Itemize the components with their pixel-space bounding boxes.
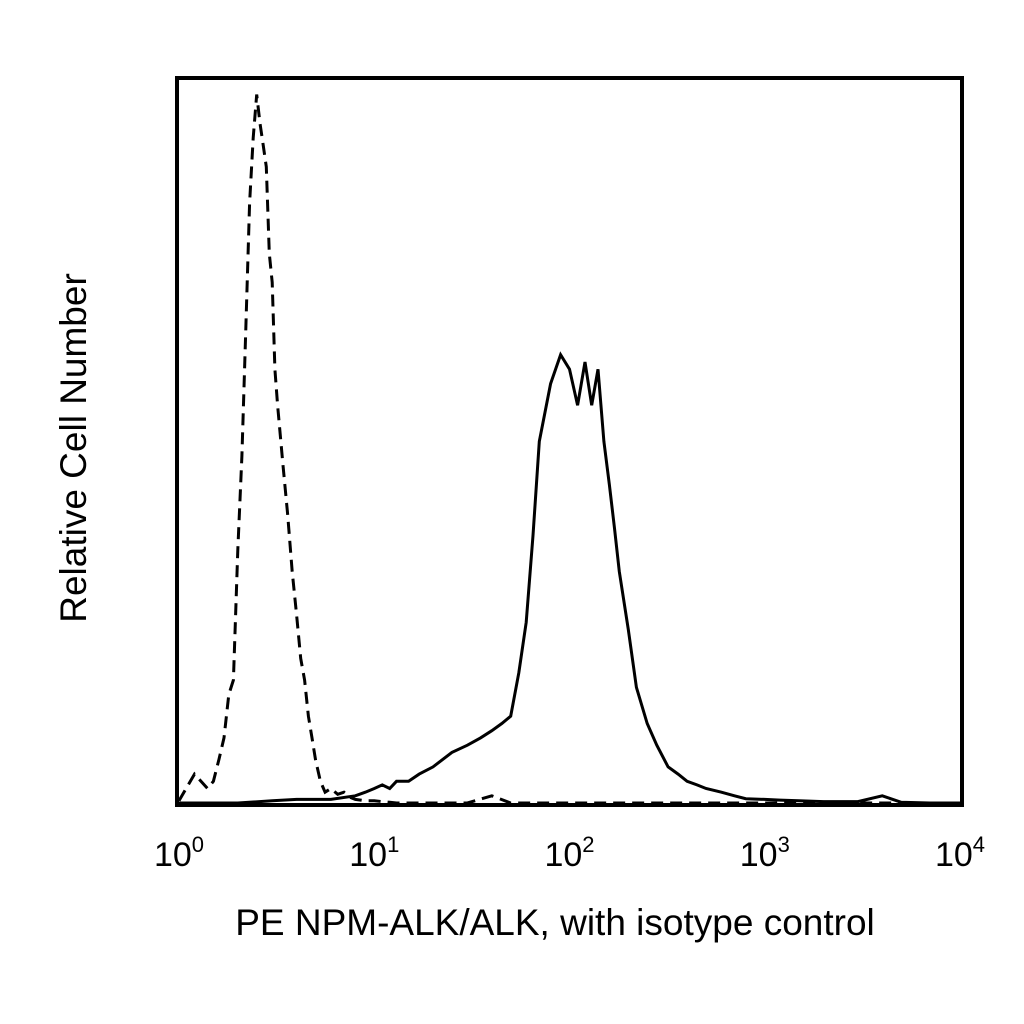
x-tick-label: 104 (935, 832, 985, 874)
x-tick-label: 101 (349, 832, 399, 874)
npm-alk-histogram (179, 351, 960, 805)
x-tick-exponent: 2 (582, 832, 594, 857)
x-tick-exponent: 0 (192, 832, 204, 857)
x-tick-base: 10 (349, 836, 387, 874)
series-layer (177, 94, 960, 805)
x-tick-label: 100 (154, 832, 204, 874)
x-tick-exponent: 3 (778, 832, 790, 857)
x-tick-base: 10 (740, 836, 778, 874)
y-axis-title: Relative Cell Number (53, 273, 94, 623)
x-tick-base: 10 (544, 836, 582, 874)
plot-frame (175, 76, 964, 807)
x-tick-base: 10 (935, 836, 973, 874)
x-axis-title: PE NPM-ALK/ALK, with isotype control (235, 902, 875, 943)
x-tick-exponent: 1 (387, 832, 399, 857)
x-tick-exponent: 4 (973, 832, 985, 857)
x-tick-label: 102 (544, 832, 594, 874)
x-tick-labels: 100 101 102 103 104 (154, 832, 985, 874)
x-tick-base: 10 (154, 836, 192, 874)
x-tick-label: 103 (740, 832, 790, 874)
isotype-control-histogram (177, 94, 960, 805)
